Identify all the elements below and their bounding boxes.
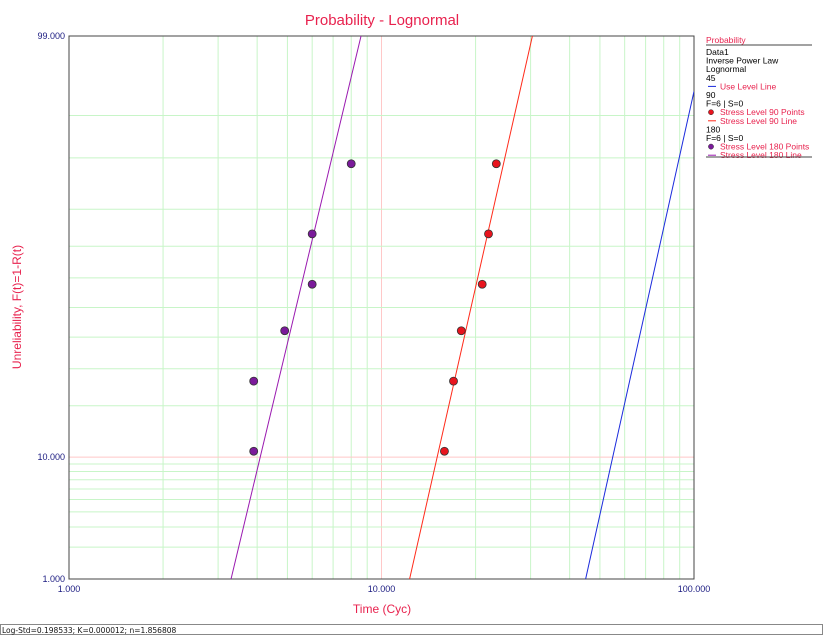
axis-ticks: 1.000 10.000 100.000 1.000 10.000 99.000 [37,31,710,594]
stress-level-180-points-point [280,326,290,336]
legend-item: Stress Level 180 Line [708,150,802,160]
x-tick-label: 100.000 [678,584,711,594]
x-tick-label: 10.000 [368,584,396,594]
legend-item: 180 [706,124,720,134]
legend-label: Stress Level 180 Line [720,150,802,160]
legend-label: F=6 | S=0 [706,133,743,143]
stress-level-90-line [409,36,533,579]
legend-label: Lognormal [706,64,746,74]
stress-level-90-points-point [456,326,466,336]
legend-label: Inverse Power Law [706,56,779,66]
stress-level-90-points-point [491,159,501,169]
legend-label: F=6 | S=0 [706,99,743,109]
chart-title: Probability - Lognormal [305,12,459,29]
grid [69,36,694,579]
legend-item: Data1 [706,47,729,57]
y-tick-label: 1.000 [42,574,65,584]
legend-item: Inverse Power Law [706,56,779,66]
legend-label: 90 [706,90,716,100]
legend-label: 45 [706,73,716,83]
y-tick-label: 10.000 [37,452,65,462]
y-axis-label: Unreliability, F(t)=1-R(t) [10,245,24,369]
stress-level-180-points-point [346,159,356,169]
legend-title: Probability [706,35,746,45]
use-level-line [585,91,694,579]
legend-dot-swatch [708,143,714,150]
stress-level-180-points-point [249,376,259,386]
stress-level-180-points-point [307,279,317,289]
stress-level-180-points-point [307,229,317,239]
plot-frame [68,35,695,580]
x-tick-label: 1.000 [58,584,81,594]
legend-item: F=6 | S=0 [706,133,743,143]
status-bar: Log-Std=0.198533; K=0.000012; n=1.856808 [0,624,823,635]
stress-level-90-points-point [440,446,449,456]
stress-level-90-points-point [449,376,458,386]
legend-label: 180 [706,124,720,134]
legend-dot-swatch [708,109,714,116]
legend-label: Data1 [706,47,729,57]
legend-item: 90 [706,90,716,100]
legend-item: F=6 | S=0 [706,99,743,109]
stress-level-180-line [230,36,362,579]
legend-item: Stress Level 180 Points [708,142,809,152]
legend-item: Stress Level 90 Line [708,116,797,126]
legend-item: 45 [706,73,716,83]
legend-label: Stress Level 90 Points [720,107,805,117]
legend-item: Use Level Line [708,81,777,91]
y-tick-label: 99.000 [37,31,65,41]
legend-label: Stress Level 90 Line [720,116,797,126]
stress-level-180-points-point [249,446,259,456]
series-layer [230,36,694,579]
x-axis-label: Time (Cyc) [353,602,411,616]
legend-item: Stress Level 90 Points [708,107,805,117]
legend-label: Stress Level 180 Points [720,142,809,152]
series-lines [230,36,694,579]
stress-level-90-points-point [477,279,487,289]
legend-label: Use Level Line [720,81,777,91]
stress-level-90-points-point [484,229,493,239]
legend-item: Lognormal [706,64,746,74]
